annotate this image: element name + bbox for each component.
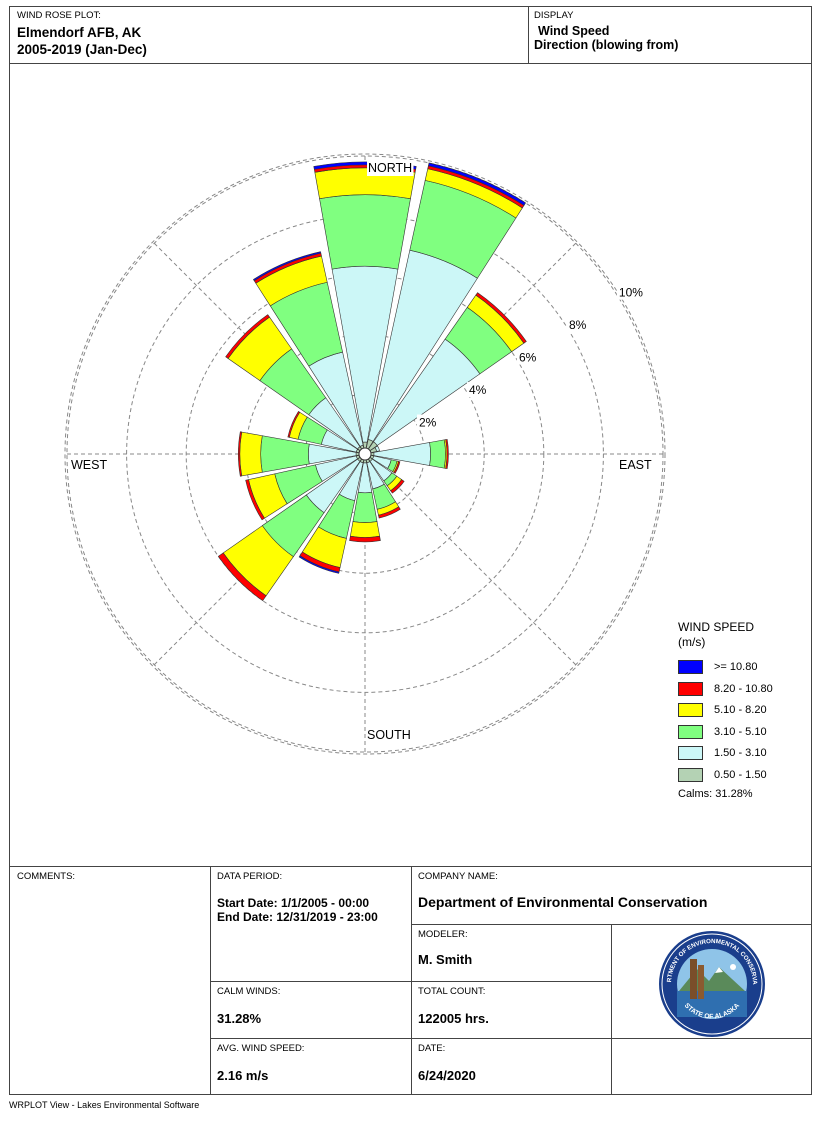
display-value-speed: Wind Speed bbox=[538, 24, 610, 38]
calm-winds-value: 31.28% bbox=[217, 1011, 262, 1026]
legend-swatch-c1 bbox=[678, 767, 703, 782]
rose-spoke bbox=[364, 453, 578, 667]
legend-swatch-c3 bbox=[678, 724, 703, 739]
petal-S-c3 bbox=[352, 491, 378, 523]
plot-label: WIND ROSE PLOT: bbox=[17, 10, 101, 21]
petal-SSE-c5 bbox=[378, 506, 401, 519]
ring-label-bg bbox=[416, 414, 435, 430]
petal-S-c4 bbox=[350, 521, 380, 538]
station-period: 2005-2019 (Jan-Dec) bbox=[17, 42, 147, 57]
page-frame bbox=[9, 6, 812, 1095]
dec-seal-logo: DEPARTMENT OF ENVIRONMENTAL CONSERVATION… bbox=[657, 929, 765, 1037]
legend-units: (m/s) bbox=[678, 635, 706, 649]
cardinal-east: EAST bbox=[619, 458, 652, 472]
cardinal-north: NORTH bbox=[368, 161, 412, 175]
cardinal-bg-south bbox=[366, 727, 413, 743]
calm-winds-label: CALM WINDS: bbox=[217, 986, 281, 997]
footer-top-line bbox=[9, 866, 812, 867]
footer-hline-low bbox=[210, 1038, 812, 1039]
footer-vline-2 bbox=[411, 866, 412, 1095]
date-label: DATE: bbox=[418, 1043, 446, 1054]
start-date: Start Date: 1/1/2005 - 00:00 bbox=[217, 896, 370, 910]
total-count-label: TOTAL COUNT: bbox=[418, 986, 486, 997]
wind-rose-chart: 2% 4% 6% 8% 10% NORTH EAST SOUTH WEST bbox=[64, 153, 666, 755]
footer-hline-mid bbox=[210, 981, 611, 982]
modeler-name: M. Smith bbox=[418, 952, 473, 967]
data-period-label: DATA PERIOD: bbox=[217, 871, 283, 882]
company-label: COMPANY NAME: bbox=[418, 871, 498, 882]
petal-NW-c5 bbox=[225, 314, 270, 359]
legend-label-c6: >= 10.80 bbox=[714, 661, 758, 673]
petal-ENE-c2 bbox=[374, 445, 380, 452]
ring-label-3: 6% bbox=[519, 351, 537, 365]
avg-speed-label: AVG. WIND SPEED: bbox=[217, 1043, 305, 1054]
ring-label-bg bbox=[466, 382, 485, 398]
petal-E-c3 bbox=[429, 439, 446, 469]
station-name: Elmendorf AFB, AK bbox=[17, 25, 142, 40]
petal-WSW-c5 bbox=[245, 479, 265, 521]
petal-NNW-c6 bbox=[252, 251, 322, 282]
legend-swatch-c2 bbox=[678, 746, 703, 760]
legend-label-c4: 5.10 - 8.20 bbox=[714, 704, 767, 716]
petal-ESE-c5 bbox=[393, 461, 401, 474]
petal-SSW-c6 bbox=[298, 555, 340, 574]
petal-W-c5 bbox=[238, 431, 243, 477]
ring-label-1: 2% bbox=[419, 416, 437, 430]
legend-label-c1: 0.50 - 1.50 bbox=[714, 768, 767, 781]
rose-center-hub bbox=[358, 447, 372, 461]
legend-swatch-c6 bbox=[678, 660, 703, 674]
cardinal-bg-north bbox=[367, 160, 414, 176]
cardinal-bg-east bbox=[618, 457, 656, 473]
header-vertical-divider bbox=[528, 6, 529, 64]
petal-N-c3 bbox=[319, 194, 411, 270]
modeler-label: MODELER: bbox=[418, 929, 468, 940]
cardinal-south: SOUTH bbox=[367, 728, 411, 742]
petal-WNW-c5 bbox=[287, 411, 301, 438]
display-label: DISPLAY bbox=[534, 10, 574, 21]
ring-label-bg bbox=[566, 317, 585, 333]
petal-NNE-c6 bbox=[428, 162, 526, 206]
ring-label-5: 10% bbox=[619, 286, 643, 300]
legend-swatch-c5 bbox=[678, 681, 703, 696]
avg-speed-value: 2.16 m/s bbox=[217, 1068, 269, 1083]
comments-label: COMMENTS: bbox=[17, 871, 76, 882]
legend-label-c3: 3.10 - 5.10 bbox=[714, 725, 767, 738]
cardinal-bg-west bbox=[70, 457, 108, 473]
software-credit: WRPLOT View - Lakes Environmental Softwa… bbox=[9, 1100, 200, 1110]
petal-W-c4 bbox=[239, 431, 263, 477]
display-value-direction: Direction (blowing from) bbox=[534, 38, 679, 52]
petal-W-c3 bbox=[260, 435, 310, 473]
petal-E-c5 bbox=[445, 439, 449, 469]
ring-label-4: 8% bbox=[569, 318, 587, 332]
petal-SE-c5 bbox=[390, 479, 405, 494]
footer-vline-3 bbox=[611, 924, 612, 1095]
footer-hline-company bbox=[411, 924, 812, 925]
petal-S-c5 bbox=[349, 535, 381, 543]
total-count-value: 122005 hrs. bbox=[418, 1011, 489, 1026]
company-name: Department of Environmental Conservation bbox=[418, 894, 708, 910]
legend-label-c5: 8.20 - 10.80 bbox=[714, 682, 773, 695]
legend-label-c2: 1.50 - 3.10 bbox=[714, 747, 767, 759]
petal-NE-c5 bbox=[475, 292, 527, 344]
legend-title: WIND SPEED bbox=[678, 620, 755, 634]
legend-calms: Calms: 31.28% bbox=[678, 788, 753, 800]
footer-vline-1 bbox=[210, 866, 211, 1095]
end-date: End Date: 12/31/2019 - 23:00 bbox=[217, 910, 378, 924]
date-value: 6/24/2020 bbox=[418, 1068, 476, 1083]
rose-outer-ring bbox=[64, 153, 666, 755]
ring-label-2: 4% bbox=[469, 383, 487, 397]
ring-label-bg bbox=[616, 284, 642, 300]
header-divider bbox=[9, 63, 812, 64]
cardinal-west: WEST bbox=[71, 458, 107, 472]
petal-SW-c5 bbox=[217, 552, 267, 602]
ring-label-bg bbox=[516, 349, 535, 365]
legend-swatch-c4 bbox=[678, 703, 703, 717]
